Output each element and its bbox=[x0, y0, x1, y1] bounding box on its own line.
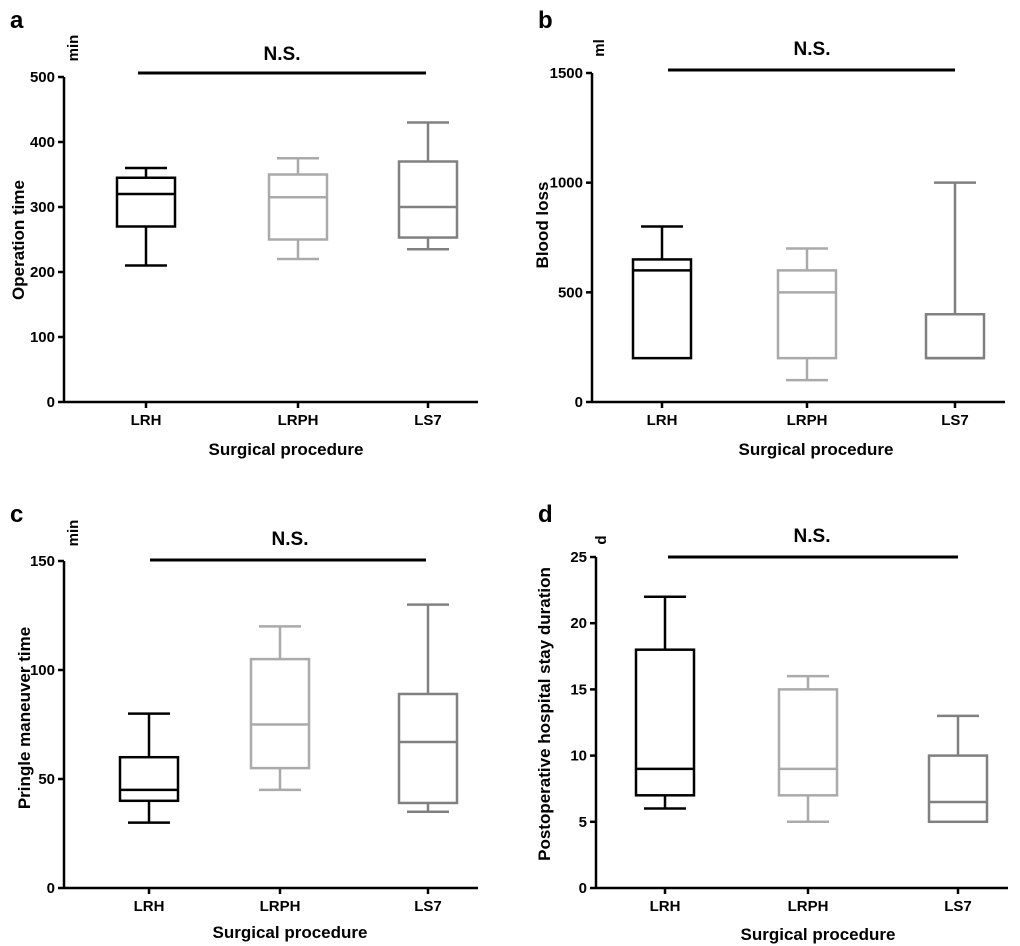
box-lrph bbox=[267, 157, 329, 261]
iqr-box bbox=[634, 648, 696, 797]
y-unit-label: min bbox=[65, 35, 82, 62]
y-tick-label: 50 bbox=[38, 771, 55, 788]
box-lrh bbox=[115, 166, 177, 267]
x-tick-label: LRPH bbox=[788, 898, 829, 915]
x-tick-label: LRH bbox=[650, 898, 681, 915]
y-tick-label: 5 bbox=[579, 814, 587, 831]
y-tick-label: 500 bbox=[30, 69, 55, 86]
box-ls7 bbox=[924, 181, 986, 360]
panel-b: b 0 500 1000 1500 LRH LRPH LS7 Surgical procedur… bbox=[533, 7, 1005, 459]
panel-letter: a bbox=[10, 7, 24, 34]
panel-a: a 0 100 200 300 400 500 LRH LRPH LS7 Surgical proc… bbox=[9, 7, 478, 459]
x-tick-label: LS7 bbox=[944, 898, 972, 915]
y-unit-label: min bbox=[65, 520, 82, 547]
y-tick-label: 0 bbox=[575, 394, 583, 411]
box-ls7 bbox=[927, 714, 989, 824]
y-tick-label: 15 bbox=[570, 681, 587, 698]
y-unit-label: ml bbox=[591, 39, 608, 57]
iqr-box bbox=[115, 176, 177, 228]
significance-label: N.S. bbox=[264, 44, 301, 65]
iqr-box bbox=[776, 269, 838, 360]
iqr-box bbox=[267, 173, 329, 241]
box-lrph bbox=[777, 674, 839, 824]
y-tick-label: 100 bbox=[30, 662, 55, 679]
x-tick-label: LRH bbox=[134, 898, 165, 915]
x-axis-title: Surgical procedure bbox=[213, 923, 368, 942]
iqr-box bbox=[927, 754, 989, 824]
iqr-box bbox=[777, 688, 839, 797]
x-tick-label: LRPH bbox=[260, 898, 301, 915]
panel-letter: b bbox=[538, 7, 553, 34]
iqr-box bbox=[397, 160, 459, 239]
y-tick-label: 200 bbox=[30, 264, 55, 281]
iqr-box bbox=[924, 313, 986, 360]
x-tick-label: LRPH bbox=[787, 412, 828, 429]
box-ls7 bbox=[397, 121, 459, 251]
x-tick-label: LRH bbox=[647, 412, 678, 429]
y-tick-label: 25 bbox=[570, 549, 587, 566]
iqr-box bbox=[397, 692, 459, 805]
y-tick-label: 20 bbox=[570, 615, 587, 632]
box-lrph bbox=[776, 247, 838, 382]
box-lrh bbox=[634, 595, 696, 810]
y-axis-title: Operation time bbox=[9, 180, 28, 300]
significance-label: N.S. bbox=[272, 529, 309, 550]
y-axis-title: Postoperative hospital stay duration bbox=[535, 567, 554, 861]
box-lrph bbox=[249, 625, 311, 792]
y-tick-label: 100 bbox=[30, 329, 55, 346]
panel-d: d 0 5 10 15 20 25 LRH LRPH LS7 Surgical procedure P… bbox=[535, 501, 1008, 944]
y-axis-title: Pringle maneuver time bbox=[15, 627, 34, 809]
y-tick-label: 400 bbox=[30, 134, 55, 151]
box-lrh bbox=[631, 225, 693, 360]
x-axis-title: Surgical procedure bbox=[739, 440, 894, 459]
x-tick-label: LS7 bbox=[414, 898, 442, 915]
x-axis-title: Surgical procedure bbox=[741, 925, 896, 944]
y-tick-label: 500 bbox=[558, 284, 583, 301]
iqr-box bbox=[118, 755, 180, 803]
panel-letter: d bbox=[538, 501, 553, 528]
panel-letter: c bbox=[10, 501, 23, 528]
significance-label: N.S. bbox=[794, 526, 831, 547]
y-axis-title: Blood loss bbox=[533, 182, 552, 269]
y-unit-label: d bbox=[593, 535, 610, 544]
iqr-box bbox=[631, 258, 693, 360]
y-tick-label: 150 bbox=[30, 553, 55, 570]
y-tick-label: 1000 bbox=[550, 175, 583, 192]
iqr-box bbox=[249, 657, 311, 770]
y-tick-label: 300 bbox=[30, 199, 55, 216]
x-tick-label: LRPH bbox=[278, 412, 319, 429]
y-tick-label: 0 bbox=[47, 394, 55, 411]
x-tick-label: LRH bbox=[131, 412, 162, 429]
x-tick-label: LS7 bbox=[414, 412, 442, 429]
box-lrh bbox=[118, 712, 180, 824]
box-ls7 bbox=[397, 603, 459, 813]
x-tick-label: LS7 bbox=[941, 412, 969, 429]
y-tick-label: 1500 bbox=[550, 65, 583, 82]
x-axis-title: Surgical procedure bbox=[209, 440, 364, 459]
y-tick-label: 0 bbox=[579, 880, 587, 897]
y-tick-label: 10 bbox=[570, 748, 587, 765]
panel-c: c 0 50 100 150 LRH LRPH LS7 Surgical procedure Pr… bbox=[10, 501, 478, 942]
significance-label: N.S. bbox=[794, 39, 831, 60]
y-tick-label: 0 bbox=[47, 880, 55, 897]
